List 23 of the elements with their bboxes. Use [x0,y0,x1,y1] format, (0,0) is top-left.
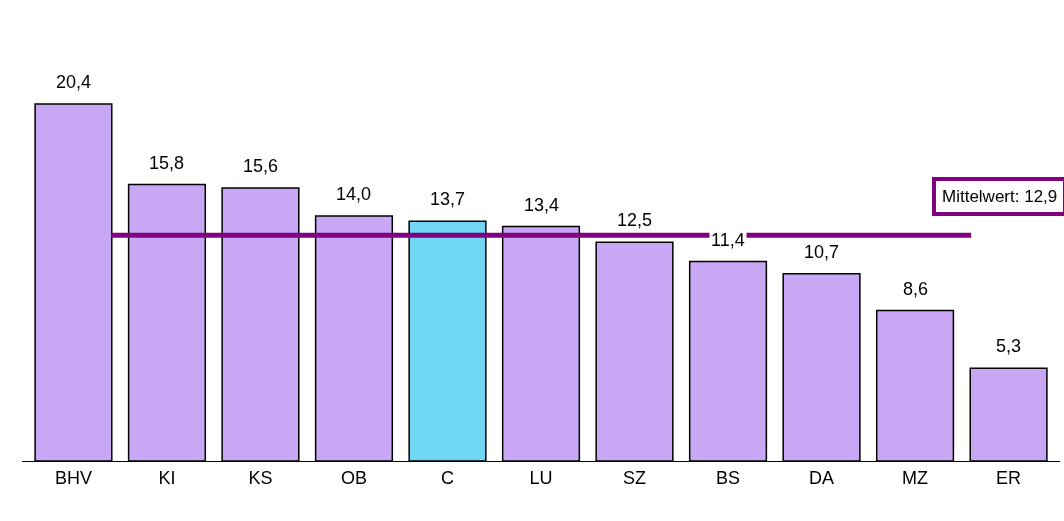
x-tick-label: KI [158,467,176,488]
data-label: 20,4 [56,72,92,92]
data-label: 13,4 [524,195,560,215]
data-label: 8,6 [903,279,929,299]
x-tick-label: ER [996,467,1022,488]
ref-line-label: Mittelwert: 12,9 [942,187,1058,206]
x-tick-label: C [440,467,454,488]
x-tick-label: SZ [623,467,647,488]
data-label: 15,6 [243,156,279,176]
x-tick-label: LU [529,467,553,488]
data-label: 15,8 [149,153,185,173]
data-label: 14,0 [336,184,372,204]
data-label: 13,7 [430,189,466,209]
x-tick-label: BHV [54,467,92,488]
x-tick-label: DA [809,467,835,488]
x-tick-label: BS [716,467,741,488]
x-tick-label: KS [248,467,273,488]
x-tick-label: OB [340,467,367,488]
data-label: 5,3 [996,336,1022,356]
data-label: 10,7 [804,242,840,262]
data-label: 12,5 [617,210,653,230]
data-label: 11,4 [711,230,745,250]
x-tick-label: MZ [902,467,929,488]
